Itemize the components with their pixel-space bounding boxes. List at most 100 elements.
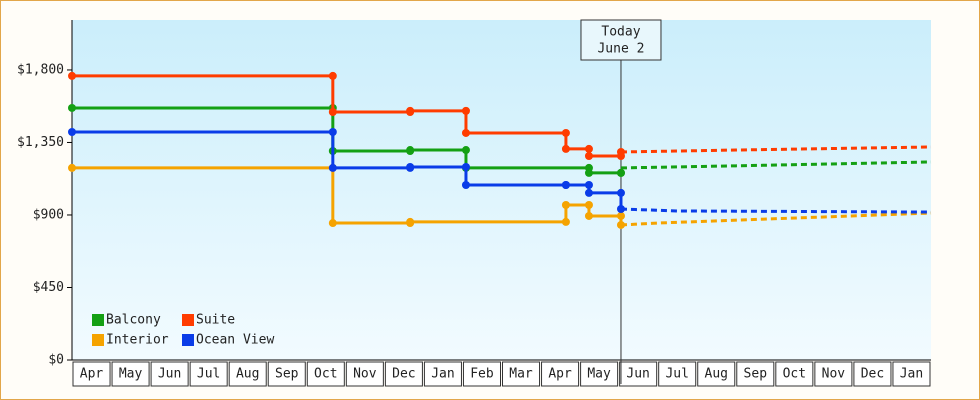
point [584,200,593,209]
point [406,217,415,226]
point [406,106,415,115]
point [561,144,570,153]
legend-label: Suite [196,313,235,328]
point [328,71,337,80]
x-tick-label: Dec [392,367,415,382]
month-box [345,361,384,387]
forecast-line [620,145,932,154]
legend-swatch [92,334,104,346]
x-tick-label: Oct [314,367,337,382]
point [406,146,415,155]
point [461,106,470,115]
x-tick-label: Jun [626,367,649,382]
point [616,168,625,177]
x-tick-label: May [587,367,611,382]
month-box [541,361,580,387]
x-tick-label: May [119,367,143,382]
point [328,163,337,172]
legend-swatch [182,314,194,326]
month-box [306,361,345,387]
x-tick-label: Nov [822,367,846,382]
point [561,128,570,137]
point [561,217,570,226]
today-label: Today [601,25,640,40]
month-box [111,361,150,387]
point [584,211,593,220]
legend-label: Interior [106,333,169,348]
point [616,147,625,156]
point [616,211,625,220]
month-box [423,361,462,387]
x-tick-label: Jan [431,367,454,382]
month-box [189,361,228,387]
y-tick-label: $450 [33,280,64,295]
legend-swatch [92,314,104,326]
x-tick-label: Feb [470,367,494,382]
point [68,71,76,80]
legend-swatch [182,334,194,346]
point [584,144,593,153]
point [461,162,470,171]
point [561,200,570,209]
point [584,188,593,197]
month-box [736,361,775,387]
plot-area [72,20,931,360]
x-tick-label: Oct [783,367,806,382]
x-tick-label: Jun [158,367,181,382]
y-tick-label: $1,800 [17,62,64,77]
point [406,162,415,171]
point [461,181,470,190]
x-tick-label: Sep [275,367,299,382]
forecast-line [620,160,932,170]
month-box [267,361,306,387]
x-tick-label: Jul [197,367,220,382]
x-tick-label: Jan [900,367,923,382]
point [616,220,625,229]
y-tick-label: $1,350 [17,135,64,150]
month-box [892,361,931,387]
x-tick-label: Apr [80,367,104,382]
month-box [580,361,619,387]
x-tick-label: Aug [236,367,259,382]
today-label: June 2 [597,42,644,57]
point [68,127,76,136]
point [68,103,76,112]
today-box [580,19,662,61]
month-box [697,361,736,387]
x-tick-label: Apr [548,367,572,382]
y-tick-label: $900 [33,207,64,222]
month-box [619,361,658,387]
point [584,168,593,177]
point [328,108,337,117]
point [584,181,593,190]
month-box [150,361,189,387]
point [328,127,337,136]
month-box [814,361,853,387]
legend-label: Balcony [106,313,161,328]
x-tick-label: Mar [509,367,533,382]
x-tick-label: Sep [744,367,768,382]
legend-label: Ocean View [196,333,274,348]
month-box [853,361,892,387]
month-box [502,361,541,387]
month-box [658,361,697,387]
month-box [775,361,814,387]
point [461,128,470,137]
month-box [384,361,423,387]
point [68,163,76,172]
point [328,219,337,228]
point [561,181,570,190]
y-tick-label: $0 [48,353,64,368]
month-box [72,361,111,387]
forecast-line [620,211,932,227]
point [616,205,625,214]
x-tick-label: Aug [705,367,728,382]
point [461,146,470,155]
forecast-line [620,207,932,214]
x-tick-label: Dec [861,367,884,382]
point [616,188,625,197]
point [584,152,593,160]
x-tick-label: Jul [665,367,688,382]
x-tick-label: Nov [353,367,377,382]
